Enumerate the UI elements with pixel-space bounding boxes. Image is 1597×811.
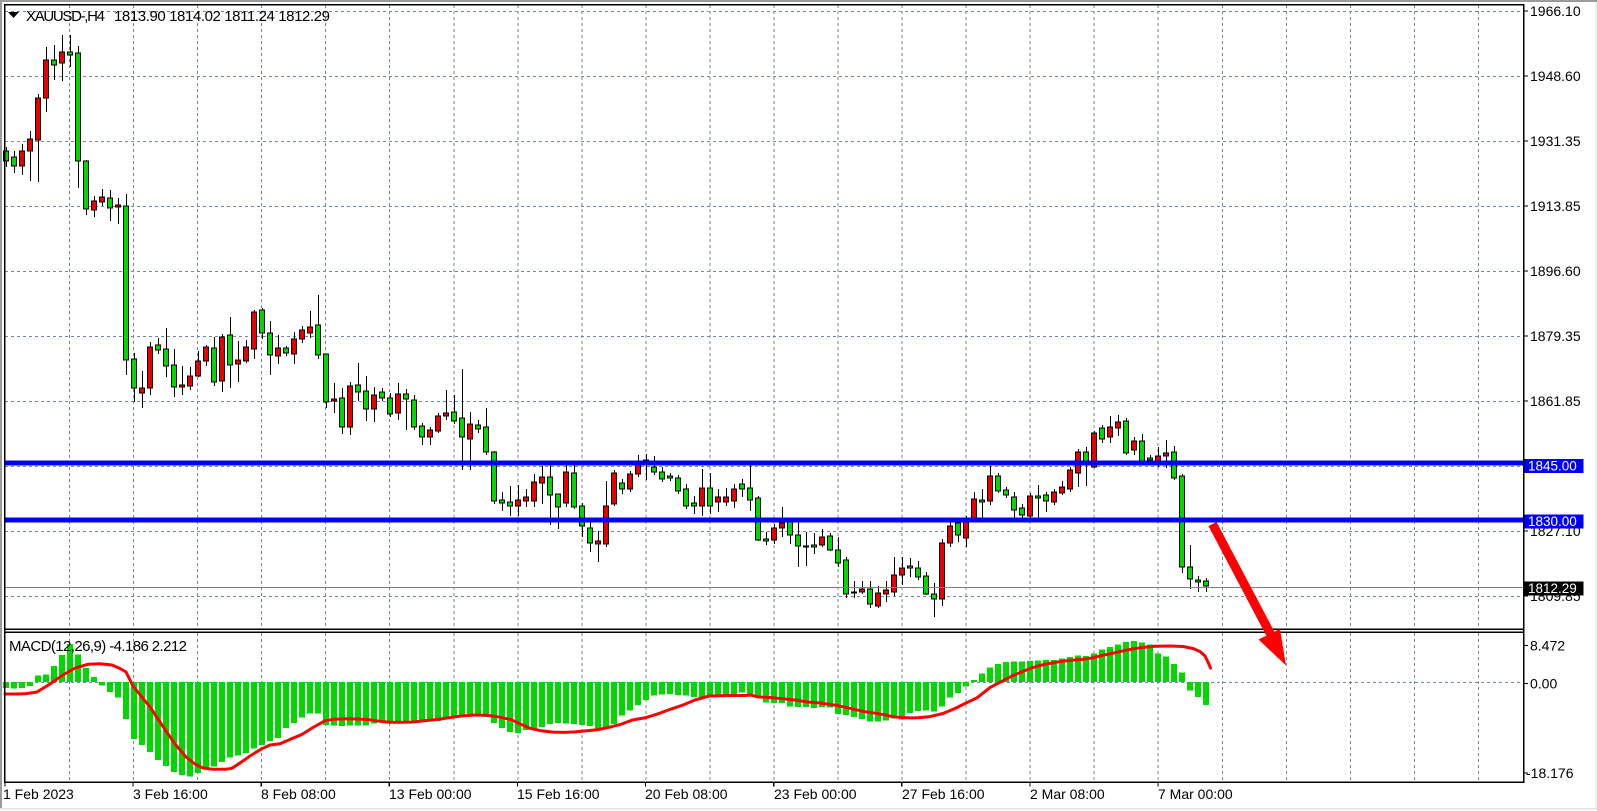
svg-text:15 Feb 16:00: 15 Feb 16:00 bbox=[517, 786, 600, 802]
svg-text:3 Feb 16:00: 3 Feb 16:00 bbox=[133, 786, 208, 802]
svg-text:1913.85: 1913.85 bbox=[1530, 198, 1581, 214]
svg-text:XAUUSD-,H4: XAUUSD-,H4 bbox=[26, 8, 105, 25]
svg-text:1931.35: 1931.35 bbox=[1530, 133, 1581, 149]
svg-text:8 Feb 08:00: 8 Feb 08:00 bbox=[261, 786, 336, 802]
svg-text:27 Feb 16:00: 27 Feb 16:00 bbox=[902, 786, 985, 802]
svg-text:7 Mar 00:00: 7 Mar 00:00 bbox=[1158, 786, 1233, 802]
svg-text:13 Feb 00:00: 13 Feb 00:00 bbox=[389, 786, 472, 802]
svg-text:1879.35: 1879.35 bbox=[1530, 328, 1581, 344]
svg-text:-18.176: -18.176 bbox=[1526, 765, 1574, 781]
svg-text:1812.29: 1812.29 bbox=[1528, 581, 1577, 596]
svg-text:MACD(12,26,9) -4.186 2.212: MACD(12,26,9) -4.186 2.212 bbox=[9, 638, 187, 655]
svg-text:0.00: 0.00 bbox=[1530, 676, 1557, 692]
svg-text:1830.00: 1830.00 bbox=[1528, 514, 1577, 529]
svg-text:20 Feb 08:00: 20 Feb 08:00 bbox=[645, 786, 728, 802]
svg-text:2 Mar 08:00: 2 Mar 08:00 bbox=[1030, 786, 1105, 802]
svg-text:1813.90 1814.02 1811.24 1812.2: 1813.90 1814.02 1811.24 1812.29 bbox=[114, 8, 330, 25]
svg-text:1845.00: 1845.00 bbox=[1528, 459, 1577, 474]
svg-text:1 Feb 2023: 1 Feb 2023 bbox=[3, 786, 74, 802]
svg-text:1896.60: 1896.60 bbox=[1530, 263, 1581, 279]
svg-text:1861.85: 1861.85 bbox=[1530, 393, 1581, 409]
svg-text:1948.60: 1948.60 bbox=[1530, 68, 1581, 84]
svg-text:23 Feb 00:00: 23 Feb 00:00 bbox=[774, 786, 857, 802]
svg-text:8.472: 8.472 bbox=[1530, 638, 1565, 654]
svg-text:1966.10: 1966.10 bbox=[1530, 3, 1581, 19]
